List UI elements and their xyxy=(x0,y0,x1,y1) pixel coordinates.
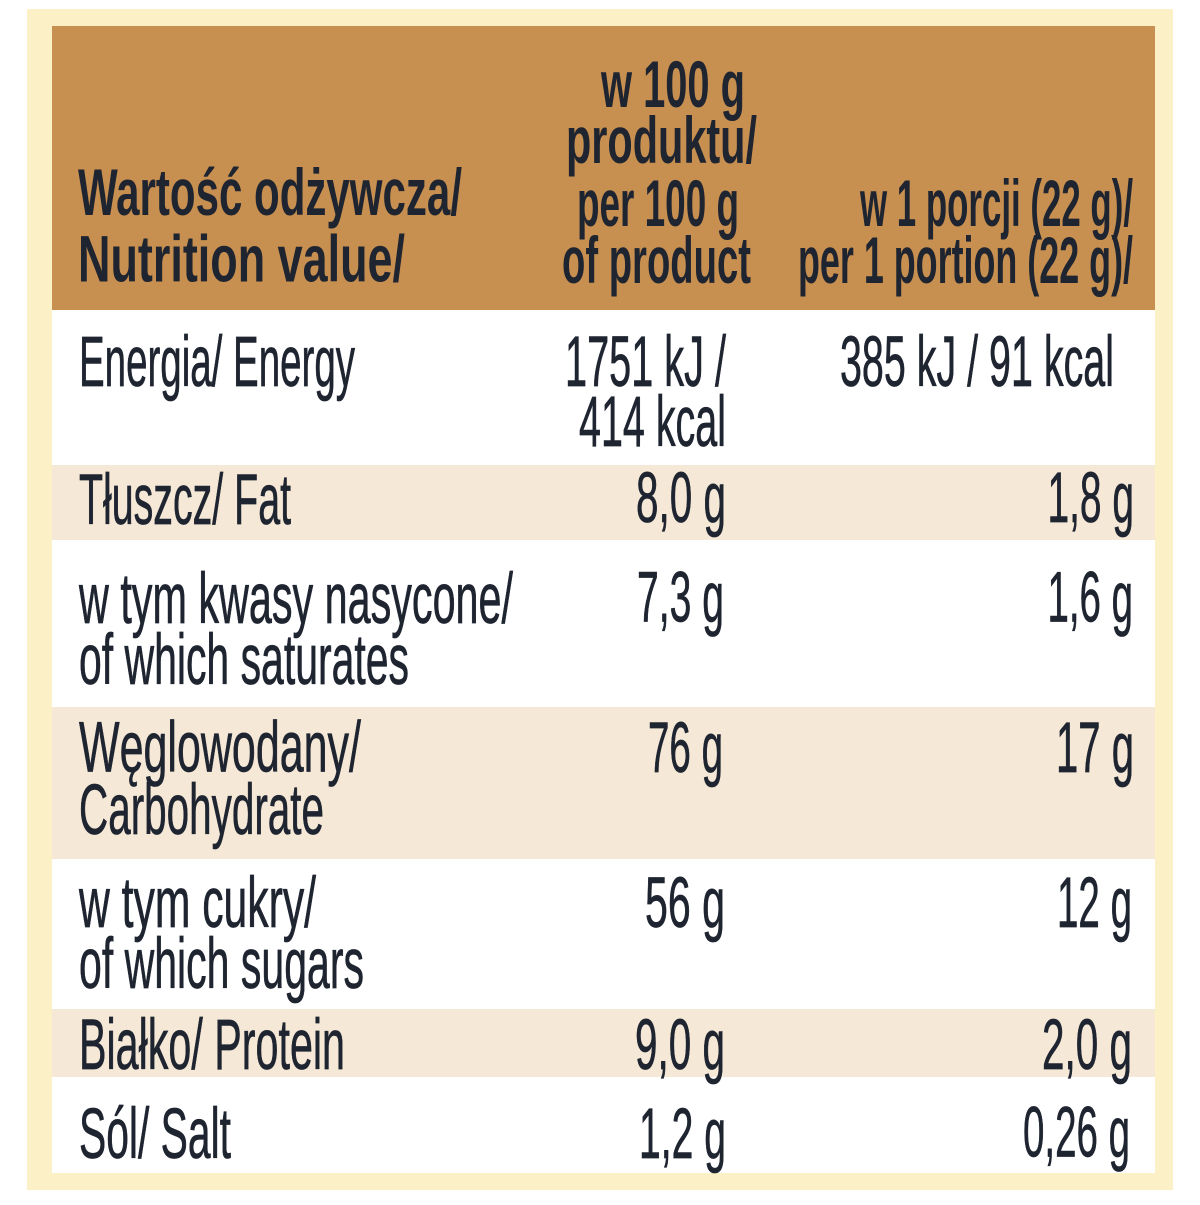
svg-text:1751 kJ /: 1751 kJ / xyxy=(565,323,726,402)
svg-text:2,0 g: 2,0 g xyxy=(1042,1006,1132,1085)
svg-text:1,2 g: 1,2 g xyxy=(639,1095,726,1174)
svg-text:w tym kwasy nasycone/: w tym kwasy nasycone/ xyxy=(78,560,513,639)
svg-text:1,8 g: 1,8 g xyxy=(1048,459,1135,538)
svg-text:Sól/ Salt: Sól/ Salt xyxy=(79,1095,231,1174)
svg-text:0,26 g: 0,26 g xyxy=(1023,1094,1130,1173)
svg-text:Carbohydrate: Carbohydrate xyxy=(79,771,324,850)
svg-text:76 g: 76 g xyxy=(648,709,723,788)
svg-text:7,3 g: 7,3 g xyxy=(637,559,724,638)
svg-text:56 g: 56 g xyxy=(645,864,725,943)
svg-text:per 1 portion (22 g)/: per 1 portion (22 g)/ xyxy=(798,223,1133,297)
svg-text:w 100 g: w 100 g xyxy=(600,47,745,121)
svg-text:w tym cukry/: w tym cukry/ xyxy=(78,864,316,943)
svg-text:385 kJ / 91 kcal: 385 kJ / 91 kcal xyxy=(840,323,1114,402)
svg-text:Wartość odżywcza/: Wartość odżywcza/ xyxy=(78,155,462,229)
svg-text:per 100 g: per 100 g xyxy=(577,166,739,240)
svg-text:8,0 g: 8,0 g xyxy=(636,459,726,538)
svg-text:w 1 porcji (22 g)/: w 1 porcji (22 g)/ xyxy=(859,166,1133,240)
svg-text:of which sugars: of which sugars xyxy=(79,925,364,1004)
svg-text:12 g: 12 g xyxy=(1057,864,1132,943)
svg-text:produktu/: produktu/ xyxy=(566,103,757,177)
svg-text:of which saturates: of which saturates xyxy=(79,621,409,700)
svg-text:1,6 g: 1,6 g xyxy=(1048,559,1134,638)
svg-text:9,0 g: 9,0 g xyxy=(635,1006,725,1085)
svg-text:414 kcal: 414 kcal xyxy=(579,383,726,462)
svg-text:Energia/ Energy: Energia/ Energy xyxy=(79,323,355,402)
svg-text:17 g: 17 g xyxy=(1056,709,1134,788)
svg-text:Tłuszcz/ Fat: Tłuszcz/ Fat xyxy=(79,461,291,540)
svg-text:of product: of product xyxy=(562,223,751,297)
svg-text:Węglowodany/: Węglowodany/ xyxy=(79,709,361,788)
svg-text:Nutrition value/: Nutrition value/ xyxy=(78,222,405,296)
svg-text:Białko/ Protein: Białko/ Protein xyxy=(79,1006,345,1085)
